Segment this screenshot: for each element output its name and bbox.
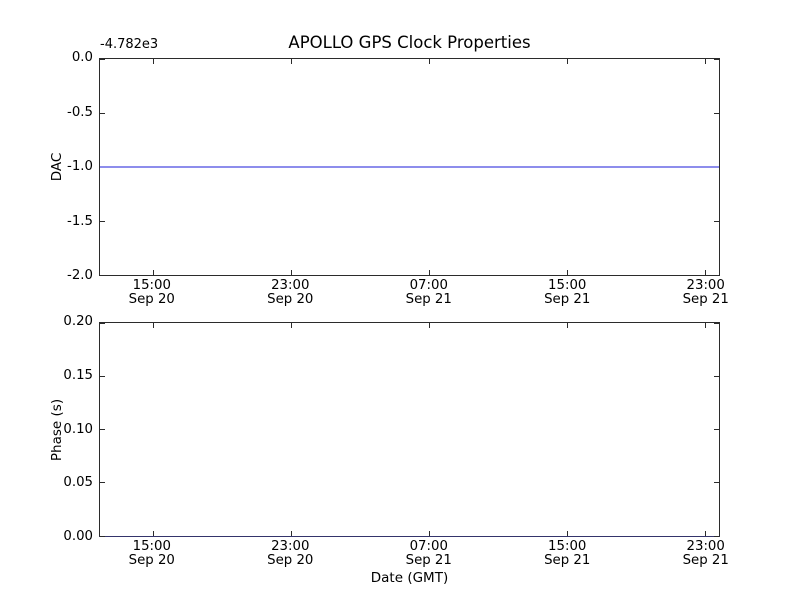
- x-tick-date: Sep 21: [405, 291, 452, 307]
- x-tick-label: 23:00 Sep 20: [242, 279, 338, 306]
- y-tick-label: -1.5: [67, 213, 93, 229]
- x-tick-mark: [428, 323, 430, 328]
- y-tick-mark: [100, 322, 105, 324]
- x-tick-label: 15:00 Sep 20: [104, 279, 200, 306]
- x-tick-time: 15:00: [548, 539, 587, 554]
- y-tick-mark: [714, 58, 719, 60]
- x-tick-date: Sep 20: [128, 552, 175, 568]
- x-tick-date: Sep 21: [682, 291, 729, 307]
- y-tick-mark: [100, 58, 105, 60]
- y-tick-mark: [714, 375, 719, 377]
- x-tick-label: 15:00 Sep 21: [519, 540, 615, 567]
- y-tick-mark: [714, 535, 719, 537]
- x-tick-time: 07:00: [409, 539, 448, 554]
- x-tick-time: 15:00: [132, 278, 171, 293]
- y-tick-mark: [714, 274, 719, 276]
- y-axis-offset-label: -4.782e3: [100, 37, 159, 52]
- y-tick-label: 0.05: [63, 475, 93, 491]
- axes-phase-plot: [99, 322, 720, 537]
- x-tick-date: Sep 21: [544, 291, 591, 307]
- y-tick-mark: [100, 375, 105, 377]
- x-tick-mark: [290, 531, 292, 536]
- x-tick-mark: [428, 59, 430, 64]
- x-tick-mark: [704, 270, 706, 275]
- y-tick-label: 0.15: [63, 367, 93, 383]
- axes-dac-plot: [99, 58, 720, 276]
- x-tick-time: 15:00: [132, 539, 171, 554]
- y-tick-mark: [100, 482, 105, 484]
- x-tick-mark: [152, 59, 154, 64]
- x-tick-mark: [428, 270, 430, 275]
- x-tick-time: 15:00: [548, 278, 587, 293]
- y-tick-label: 0.20: [63, 314, 93, 329]
- x-tick-mark: [566, 323, 568, 328]
- x-tick-label: 23:00 Sep 20: [242, 540, 338, 567]
- x-tick-date: Sep 20: [128, 291, 175, 307]
- x-tick-mark: [704, 323, 706, 328]
- x-tick-label: 07:00 Sep 21: [381, 279, 477, 306]
- y-tick-mark: [100, 112, 105, 114]
- x-tick-mark: [152, 270, 154, 275]
- x-tick-date: Sep 21: [682, 552, 729, 568]
- y-tick-mark: [714, 220, 719, 222]
- x-tick-time: 23:00: [271, 278, 310, 293]
- y-tick-label: 0.00: [63, 529, 93, 544]
- x-tick-label: 07:00 Sep 21: [381, 540, 477, 567]
- x-tick-mark: [566, 531, 568, 536]
- y-tick-mark: [714, 429, 719, 430]
- x-tick-mark: [290, 59, 292, 64]
- y-tick-label: 0.10: [63, 421, 93, 437]
- x-tick-mark: [428, 531, 430, 536]
- data-series-line: [100, 166, 719, 168]
- chart-title: APOLLO GPS Clock Properties: [288, 33, 531, 52]
- y-tick-mark: [714, 112, 719, 114]
- y-tick-mark: [100, 535, 105, 537]
- y-tick-mark: [714, 482, 719, 484]
- x-tick-time: 23:00: [271, 539, 310, 554]
- x-tick-label: 23:00 Sep 21: [658, 279, 754, 306]
- x-tick-mark: [704, 59, 706, 64]
- x-tick-mark: [566, 59, 568, 64]
- x-tick-mark: [704, 531, 706, 536]
- x-tick-mark: [152, 531, 154, 536]
- x-tick-mark: [566, 270, 568, 275]
- x-tick-label: 23:00 Sep 21: [658, 540, 754, 567]
- y-tick-mark: [100, 274, 105, 276]
- x-tick-time: 07:00: [409, 278, 448, 293]
- y-tick-mark: [100, 429, 105, 430]
- x-tick-date: Sep 20: [267, 552, 314, 568]
- x-axis-label: Date (GMT): [370, 570, 449, 586]
- x-tick-label: 15:00 Sep 20: [104, 540, 200, 567]
- x-tick-mark: [152, 323, 154, 328]
- y-tick-label: -1.0: [67, 159, 93, 174]
- y-tick-mark: [100, 220, 105, 222]
- y-tick-mark: [714, 322, 719, 324]
- x-tick-date: Sep 21: [544, 552, 591, 568]
- y-tick-label: 0.0: [71, 50, 93, 65]
- x-tick-date: Sep 20: [267, 291, 314, 307]
- x-tick-label: 15:00 Sep 21: [519, 279, 615, 306]
- x-tick-date: Sep 21: [405, 552, 452, 568]
- x-tick-mark: [290, 270, 292, 275]
- y-tick-label: -2.0: [67, 268, 93, 283]
- x-tick-mark: [290, 323, 292, 328]
- y-tick-label: -0.5: [67, 104, 93, 120]
- x-tick-time: 23:00: [686, 278, 725, 293]
- x-tick-time: 23:00: [686, 539, 725, 554]
